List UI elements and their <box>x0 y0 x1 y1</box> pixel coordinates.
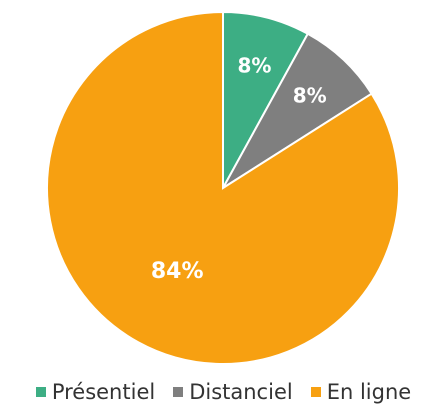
legend-item-distanciel: Distanciel <box>173 380 293 404</box>
legend-swatch-en-ligne <box>310 387 321 397</box>
pie-slice-pr-sentiel <box>222 10 310 189</box>
legend-swatch-distanciel <box>173 387 184 397</box>
slice-label-pr-sentiel: 8% <box>238 53 272 77</box>
pie-slice-distanciel <box>222 32 373 189</box>
legend-label-en-ligne: En ligne <box>326 380 412 404</box>
pie-chart: 8% 8% 84% <box>46 10 400 365</box>
legend-item-en-ligne: En ligne <box>310 380 412 404</box>
legend-item-presentiel: Présentiel <box>35 380 156 404</box>
legend-swatch-presentiel <box>35 387 46 397</box>
legend-label-distanciel: Distanciel <box>189 380 293 404</box>
chart-legend: Présentiel Distanciel En ligne <box>0 376 447 408</box>
slice-label-distanciel: 8% <box>293 84 327 108</box>
pie-slice-en-ligne <box>46 10 400 365</box>
legend-label-presentiel: Présentiel <box>51 380 156 404</box>
slice-label-en-ligne: 84% <box>151 259 204 284</box>
